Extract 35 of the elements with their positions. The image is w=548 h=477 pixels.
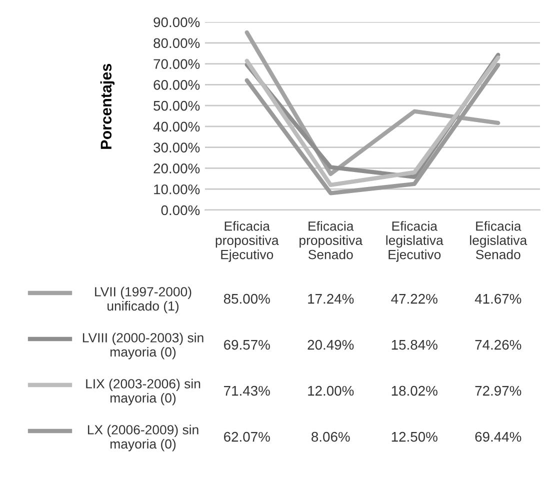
data-label: 15.84% <box>392 340 438 350</box>
y-tick-label: 60.00% <box>154 80 200 90</box>
x-tick-label: Eficacia legislativa Ejecutivo <box>386 221 444 262</box>
data-label: 71.43% <box>224 386 270 396</box>
y-tick-label: 40.00% <box>153 122 200 132</box>
x-tick-label: Eficacia legislativa Senado <box>470 221 528 260</box>
data-label: 85.00% <box>224 294 270 304</box>
y-tick-label: 80.00% <box>154 38 200 48</box>
legend-label: LVIII (2000-2003) sin mayoria (0) <box>82 332 204 360</box>
data-label: 41.67% <box>474 294 522 304</box>
data-label: 17.24% <box>308 294 354 304</box>
y-tick-label: 10.00% <box>154 184 200 194</box>
data-label: 72.97% <box>475 386 522 396</box>
data-label: 8.06% <box>312 432 350 442</box>
y-tick-label: 20.00% <box>154 164 200 174</box>
data-label: 20.49% <box>308 340 354 350</box>
y-axis-title: Porcentajes <box>100 64 115 149</box>
x-tick-label: Eficacia propositiva Senado <box>300 221 363 260</box>
data-label: 69.57% <box>224 340 270 350</box>
y-tick-label: 0.00% <box>161 205 200 216</box>
legend-label: LVII (1997-2000) unificado (1) <box>95 286 192 314</box>
data-label: 69.44% <box>475 432 522 442</box>
data-label: 12.00% <box>308 386 354 396</box>
data-label: 18.02% <box>392 386 438 396</box>
data-label: 74.26% <box>475 340 522 350</box>
x-tick-label: Eficacia propositiva Ejecutivo <box>216 221 279 262</box>
legend-label: LX (2006-2009) sin mayoria (0) <box>88 424 198 452</box>
y-tick-label: 30.00% <box>154 142 200 153</box>
legend-label: LIX (2003-2006) sin mayoria (0) <box>86 378 200 406</box>
y-tick-label: 70.00% <box>154 59 200 69</box>
data-label: 47.22% <box>391 294 438 304</box>
data-label: 12.50% <box>392 432 438 442</box>
y-tick-label: 50.00% <box>154 100 200 111</box>
data-label: 62.07% <box>224 432 270 442</box>
y-tick-label: 90.00% <box>154 17 200 28</box>
